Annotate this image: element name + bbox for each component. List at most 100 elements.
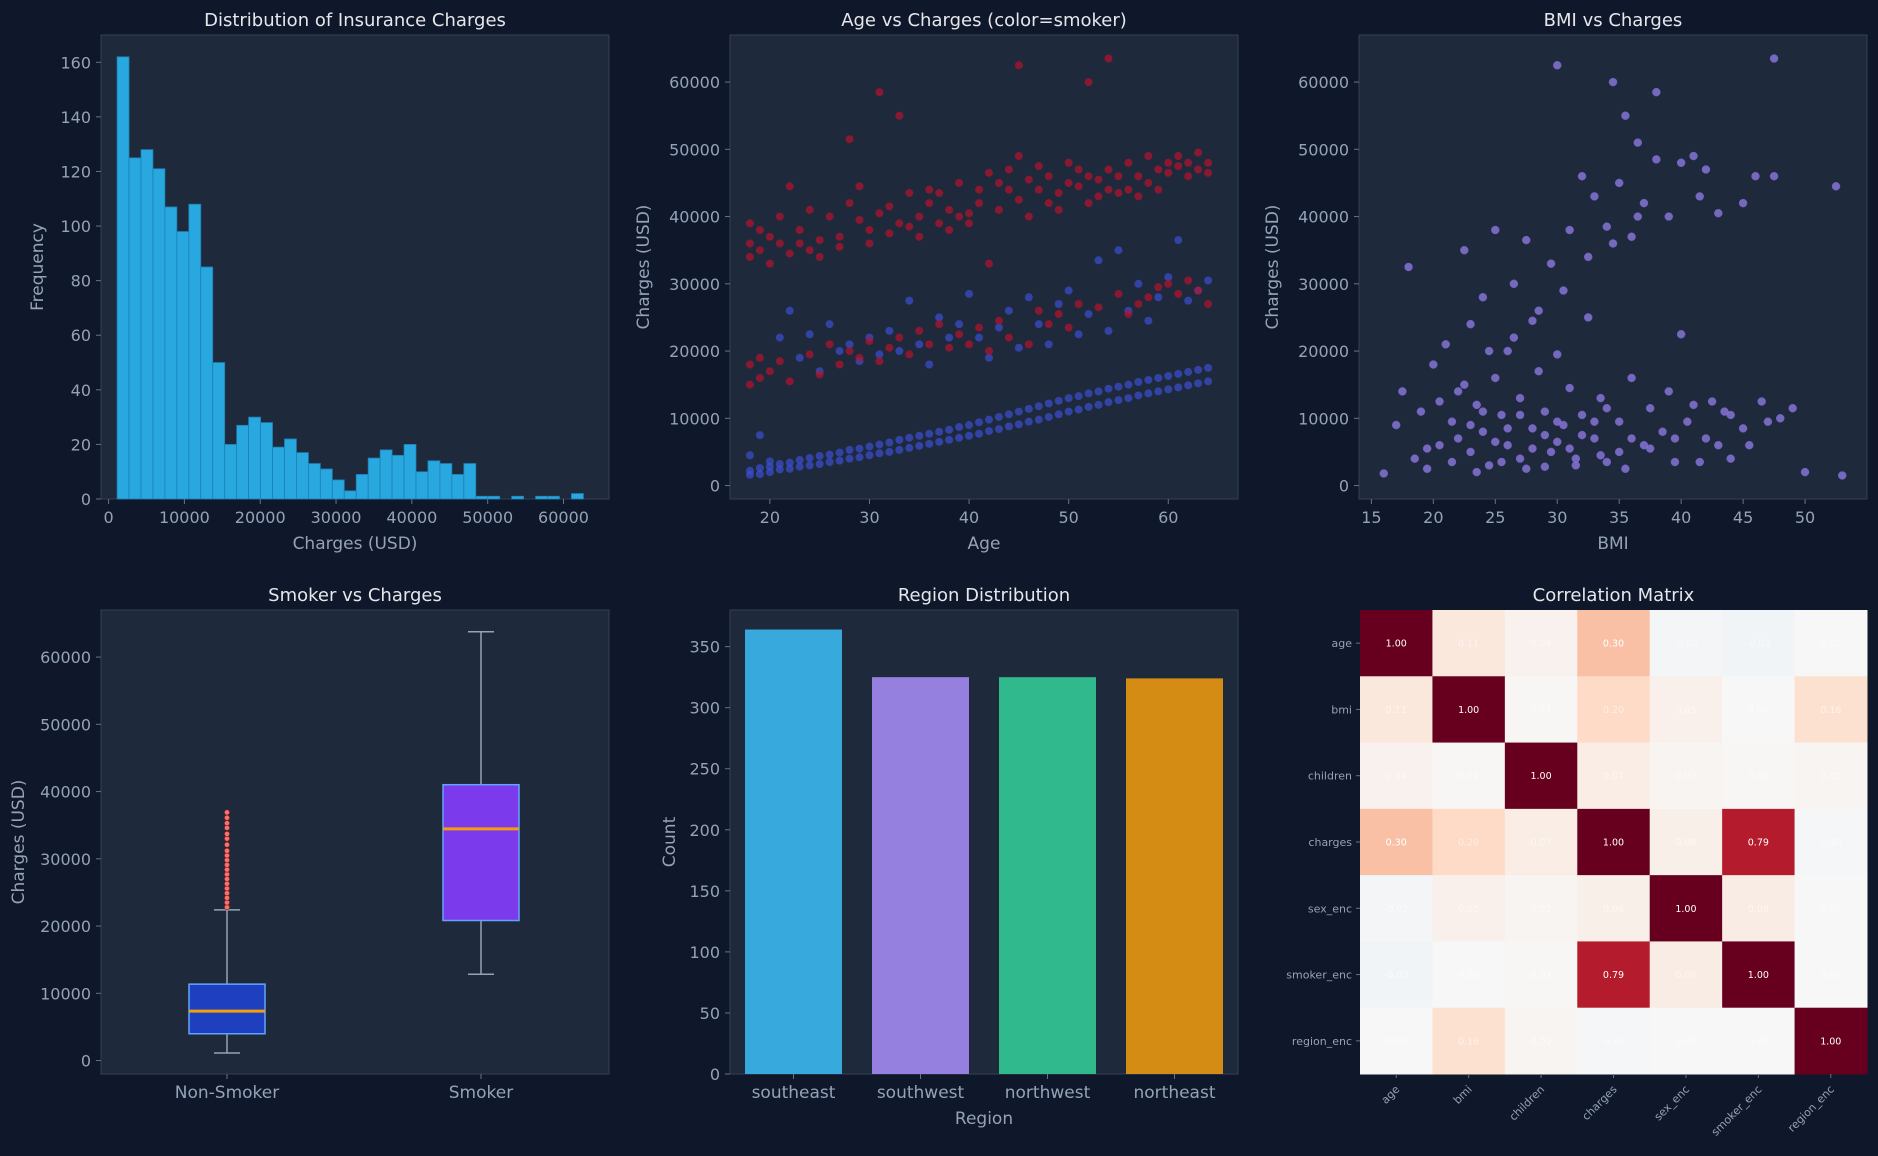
outlier-point: [224, 809, 230, 816]
scatter-point: [1627, 232, 1636, 241]
y-tick-label: 50000: [669, 140, 720, 159]
y-tick-label: 20: [71, 435, 91, 454]
x-axis-label: Region: [955, 1109, 1013, 1129]
heatmap-cell: [1722, 941, 1796, 1009]
histogram-bar: [200, 266, 214, 500]
heatmap-cell: [1504, 1007, 1578, 1075]
scatter-point: [745, 239, 754, 248]
heatmap-cell: [1504, 941, 1578, 1009]
y-tick-label: 200: [689, 821, 720, 840]
scatter-point: [1769, 171, 1779, 181]
scatter-point: [785, 464, 794, 473]
scatter-point: [1534, 366, 1543, 376]
scatter-point: [975, 199, 984, 208]
cell-value: 1.00: [1530, 771, 1551, 782]
scatter-point: [1546, 259, 1556, 268]
scatter-point: [775, 212, 784, 221]
histogram-bar: [439, 463, 453, 500]
scatter-point: [1552, 61, 1562, 70]
cell-value: 0.30: [1386, 838, 1407, 849]
scatter-point: [1441, 340, 1450, 349]
scatter-point: [1478, 407, 1488, 416]
scatter-point: [1064, 407, 1073, 416]
scatter-point: [745, 380, 754, 389]
y-axis-label: Charges (USD): [634, 205, 654, 330]
scatter-point: [1540, 430, 1550, 440]
scatter-point: [1134, 299, 1143, 308]
scatter-point: [1164, 371, 1173, 380]
scatter-point: [925, 360, 934, 369]
scatter-point: [1084, 389, 1093, 398]
x-tick-label: age: [1379, 1083, 1403, 1107]
scatter-point: [1552, 437, 1562, 447]
scatter-point: [755, 226, 764, 235]
scatter-point: [805, 246, 814, 255]
scatter-point: [1024, 293, 1033, 302]
scatter-point: [1004, 410, 1013, 419]
scatter-point: [1738, 198, 1748, 208]
heatmap-cell: [1794, 610, 1868, 677]
scatter-point: [805, 330, 814, 339]
scatter-point: [945, 226, 954, 235]
x-tick-label: 10000: [159, 508, 210, 527]
x-tick-label: 45: [1733, 508, 1753, 527]
heatmap-cell: [1360, 875, 1433, 942]
x-tick-label: Smoker: [449, 1083, 513, 1103]
region-bar-chart: Region Distribution southeast southwest nor…: [660, 585, 1239, 1129]
cell-value: 0.01: [1530, 970, 1551, 981]
scatter-point: [945, 425, 954, 434]
scatter-point: [895, 111, 904, 120]
scatter-point: [745, 252, 754, 261]
histogram-bar: [427, 460, 441, 500]
y-tick-label: 160: [60, 53, 91, 72]
scatter-point: [1763, 417, 1773, 426]
heatmap-cell: [1360, 1007, 1433, 1075]
scatter-point: [1124, 185, 1133, 194]
scatter-point: [1497, 457, 1506, 467]
scatter-point: [1683, 417, 1692, 426]
scatter-point: [1034, 185, 1043, 194]
cell-value: 0.01: [1530, 705, 1551, 716]
x-tick-label: northwest: [1005, 1083, 1091, 1103]
cell-value: 0.00: [1820, 904, 1841, 915]
y-tick-label: 10000: [669, 409, 720, 428]
scatter-point: [1639, 198, 1649, 208]
heatmap-cell: [1649, 941, 1723, 1009]
scatter-point: [1460, 245, 1469, 255]
histogram-bar: [331, 479, 345, 500]
y-tick-label: 60: [71, 326, 91, 345]
histogram-bar: [212, 362, 226, 500]
heatmap-cell: [1432, 808, 1506, 876]
scatter-point: [1074, 405, 1083, 414]
heatmap-cell: [1432, 1007, 1506, 1075]
histogram-bar: [355, 474, 369, 500]
scatter-point: [1034, 415, 1043, 424]
scatter-point: [1024, 175, 1033, 184]
scatter-point: [845, 340, 854, 349]
scatter-point: [1054, 189, 1063, 198]
scatter-point: [1602, 222, 1612, 231]
scatter-point: [1491, 225, 1500, 235]
scatter-point: [785, 306, 794, 315]
cell-value: 0.00: [1820, 970, 1841, 981]
y-tick-label: 40: [71, 381, 91, 400]
scatter-point: [984, 353, 993, 362]
scatter-point: [1453, 434, 1463, 443]
scatter-point: [1074, 392, 1083, 401]
scatter-point: [1540, 407, 1550, 416]
y-tick-label: 0: [81, 490, 91, 509]
y-tick-label: 50000: [40, 715, 91, 734]
y-tick-label: 0: [710, 1065, 720, 1084]
y-axis-label: Frequency: [28, 223, 48, 311]
scatter-point: [845, 347, 854, 356]
scatter-point: [785, 249, 794, 258]
scatter-point: [1094, 256, 1103, 265]
cell-value: 0.06: [1603, 904, 1624, 915]
scatter-point: [1466, 319, 1475, 329]
scatter-point: [1004, 165, 1013, 174]
scatter-point: [1416, 407, 1426, 416]
scatter-point: [1184, 158, 1193, 167]
cell-value: -0.01: [1601, 1036, 1626, 1047]
histogram-bar: [535, 495, 548, 500]
scatter-point: [975, 323, 984, 332]
